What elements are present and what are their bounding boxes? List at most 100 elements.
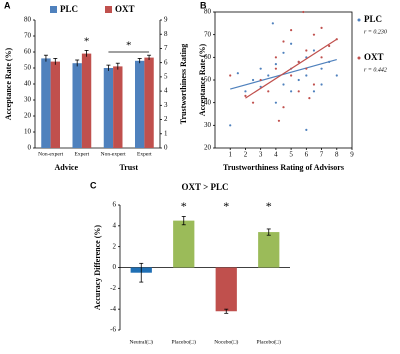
scatter-point bbox=[320, 26, 323, 29]
panel-label: C bbox=[90, 180, 97, 190]
legend-label: OXT bbox=[364, 52, 384, 62]
axis-label: Trustworthiness Rating of Advisors bbox=[223, 163, 344, 172]
scatter-point bbox=[328, 44, 331, 48]
plot-frame bbox=[214, 11, 353, 149]
x-tick-label: Non-expert bbox=[101, 151, 127, 157]
scatter-point bbox=[290, 74, 293, 77]
y-tick-label: 70 bbox=[24, 32, 32, 40]
scatter-point bbox=[251, 78, 255, 82]
bar bbox=[72, 63, 82, 149]
x-tick-label: Placebo(□) bbox=[172, 338, 197, 345]
x-tick-label: 1 bbox=[228, 151, 232, 159]
scatter-point bbox=[267, 90, 270, 93]
y-tick-label: 6 bbox=[113, 201, 117, 209]
y-tick-label: 50 bbox=[24, 64, 32, 72]
x-tick-label: 4 bbox=[274, 151, 278, 159]
bar bbox=[50, 61, 60, 148]
bar bbox=[135, 60, 145, 148]
y-tick-label: 2 bbox=[113, 242, 117, 250]
x-tick-label: Expert bbox=[137, 151, 152, 157]
scatter-point bbox=[274, 101, 277, 104]
scatter-point bbox=[244, 94, 247, 97]
scatter-point bbox=[274, 56, 277, 59]
bar bbox=[215, 267, 237, 312]
scatter-point bbox=[297, 60, 300, 63]
bar bbox=[113, 66, 123, 148]
y-tick-label: 40 bbox=[24, 80, 32, 88]
bar bbox=[41, 58, 51, 148]
scatter-point bbox=[297, 78, 300, 82]
y2-tick-label: 3 bbox=[164, 101, 168, 109]
axis-label: Trustworthiness Rating bbox=[179, 44, 188, 125]
x-tick-label: Non-expert bbox=[38, 151, 64, 157]
y-tick-label: 20 bbox=[24, 112, 32, 120]
y-tick-label: 10 bbox=[24, 128, 32, 136]
y-tick-label: 0 bbox=[28, 144, 32, 152]
y-tick-label: 4 bbox=[113, 221, 117, 229]
scatter-point bbox=[305, 49, 308, 52]
scatter-point bbox=[305, 67, 308, 70]
x-tick-label: Expert bbox=[75, 151, 90, 157]
scatter-point bbox=[259, 78, 262, 82]
legend-swatch bbox=[105, 6, 112, 13]
y-tick-label: 30 bbox=[24, 96, 32, 104]
scatter-point bbox=[320, 83, 323, 86]
scatter-point bbox=[312, 49, 316, 52]
y-tick-label: -2 bbox=[110, 284, 116, 292]
y-tick-label: -6 bbox=[110, 326, 116, 334]
scatter-point bbox=[312, 83, 316, 86]
group-label: Advice bbox=[54, 163, 78, 172]
scatter-point bbox=[302, 10, 305, 14]
legend-label: OXT bbox=[115, 4, 135, 14]
y2-tick-label: 0 bbox=[164, 144, 168, 152]
regression-line bbox=[245, 38, 338, 99]
scatter-point bbox=[229, 124, 232, 127]
legend-label: PLC bbox=[60, 4, 78, 14]
y2-tick-label: 1 bbox=[164, 129, 168, 137]
x-tick-label: 5 bbox=[289, 151, 293, 159]
bar bbox=[144, 57, 154, 148]
annotation: * bbox=[266, 199, 272, 213]
annotation: * bbox=[223, 199, 229, 213]
legend-note: r = 0.230 bbox=[364, 29, 387, 35]
y-tick-label: 80 bbox=[204, 8, 212, 16]
scatter-point bbox=[290, 90, 293, 93]
x-tick-label: 6 bbox=[305, 151, 309, 159]
scatter-point bbox=[274, 63, 277, 66]
annotation: * bbox=[181, 199, 187, 213]
x-tick-label: 7 bbox=[320, 151, 324, 159]
y-tick-label: 80 bbox=[24, 16, 32, 24]
bar bbox=[258, 232, 280, 268]
y2-tick-label: 9 bbox=[164, 16, 168, 24]
y2-tick-label: 2 bbox=[164, 115, 168, 123]
y-tick-label: 60 bbox=[204, 53, 212, 61]
scatter-point bbox=[312, 90, 316, 93]
bar bbox=[173, 220, 195, 268]
panel-label: A bbox=[4, 0, 11, 10]
y-tick-label: 20 bbox=[204, 144, 212, 152]
scatter-point bbox=[274, 67, 277, 70]
legend-swatch bbox=[50, 6, 57, 13]
y-tick-label: 50 bbox=[204, 76, 212, 84]
legend-marker bbox=[357, 56, 361, 60]
group-label: Trust bbox=[119, 163, 138, 172]
scatter-point bbox=[290, 29, 293, 32]
x-tick-label: 8 bbox=[335, 151, 339, 159]
scatter-point bbox=[251, 101, 255, 104]
scatter-point bbox=[282, 106, 285, 109]
y-tick-label: -4 bbox=[110, 305, 116, 313]
scatter-point bbox=[308, 97, 311, 100]
y2-tick-label: 7 bbox=[164, 44, 168, 52]
axis-label: Acceptance Rate (%) bbox=[4, 47, 13, 120]
axis-label: Accuracy Difference (%) bbox=[93, 225, 102, 310]
legend-marker bbox=[357, 18, 361, 22]
x-tick-label: Placebo(□) bbox=[257, 338, 282, 345]
scatter-point bbox=[267, 74, 270, 77]
axis-label: Acceptance Rate (%) bbox=[198, 43, 207, 116]
scatter-point bbox=[259, 67, 262, 70]
x-tick-label: 9 bbox=[350, 151, 354, 159]
scatter-point bbox=[282, 51, 285, 54]
y-tick-label: 70 bbox=[204, 30, 212, 38]
y-tick-label: 60 bbox=[24, 48, 32, 56]
